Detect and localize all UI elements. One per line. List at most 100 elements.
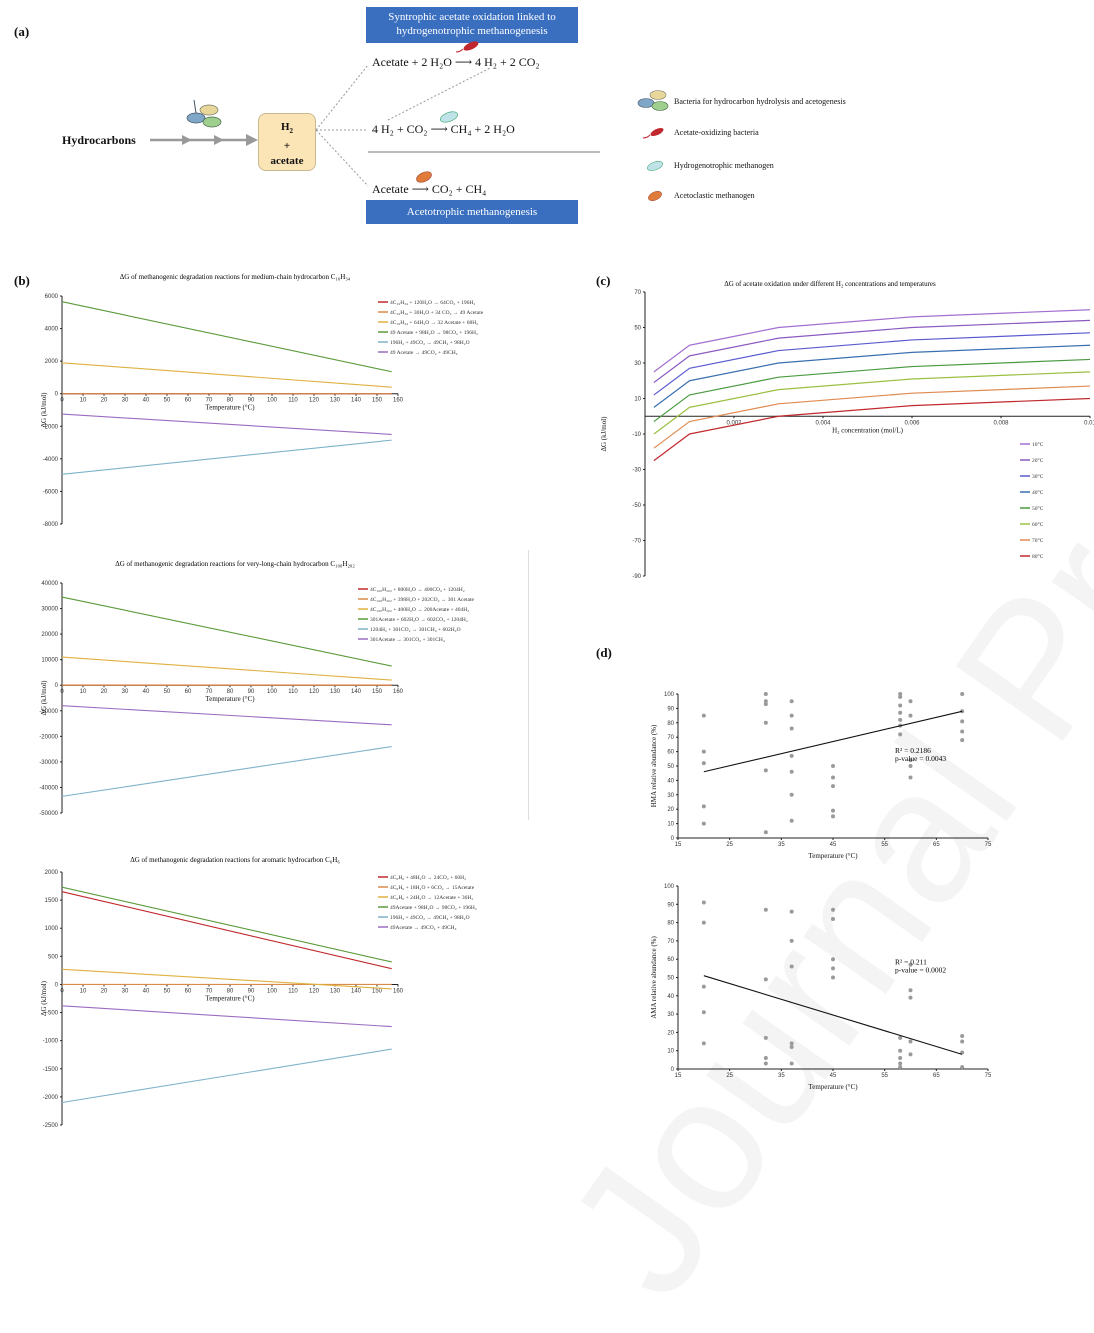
- legend-label: 49Acetate → 49CO₂ + 49CH₄: [390, 925, 457, 931]
- y-tick-label: 0: [671, 836, 675, 842]
- series-line: [61, 705, 392, 726]
- x-tick-label: 40: [143, 988, 150, 994]
- x-tick-label: 0.004: [815, 420, 831, 426]
- y-tick-label: -4000: [43, 457, 59, 463]
- series-line: [61, 413, 392, 435]
- series-line: [61, 596, 392, 667]
- y-tick-label: 10: [634, 397, 641, 403]
- x-tick-label: 150: [372, 689, 383, 695]
- series-line: [61, 301, 392, 373]
- series-line: [653, 358, 1091, 423]
- data-point: [898, 1065, 903, 1070]
- y-tick-label: 80: [667, 721, 674, 727]
- data-point: [831, 966, 835, 971]
- x-tick-label: 30: [122, 988, 129, 994]
- y-tick-label: 0: [55, 683, 59, 689]
- dashed-connectors: [315, 64, 600, 187]
- x-tick-label: 0.008: [993, 420, 1009, 426]
- y-tick-label: 4000: [45, 327, 59, 333]
- y-tick-label: 1000: [45, 926, 59, 932]
- x-tick-label: 20: [101, 689, 108, 695]
- chart-title: ΔG of methanogenic degradation reactions…: [120, 273, 351, 281]
- pathway-arrows: [150, 134, 258, 146]
- x-tick-label: 160: [393, 988, 404, 994]
- legend-item: Acetate-oxidizing bacteria: [636, 119, 936, 153]
- x-tick-label: 65: [933, 842, 940, 848]
- legend-label: 196H₂ + 49CO₂ → 49CH₄ + 98H₂O: [390, 340, 470, 346]
- data-point: [701, 761, 706, 766]
- x-tick-label: 25: [726, 1073, 733, 1079]
- legend-label: 70°C: [1032, 537, 1044, 544]
- y-tick-label: 100: [664, 692, 675, 698]
- x-tick-label: 55: [881, 1073, 888, 1079]
- x-tick-label: 15: [675, 1073, 682, 1079]
- bacteria-cluster-icon: [637, 90, 669, 111]
- legend-label: 4C₆H₆ + 48H₂O → 24CO₂ + 60H₂: [390, 875, 466, 881]
- data-point: [831, 775, 835, 780]
- data-point: [960, 1034, 965, 1039]
- y-tick-label: 30: [634, 361, 641, 367]
- y-axis-label: HMA relative abundance (%): [650, 724, 658, 807]
- y-tick-label: 1500: [45, 898, 59, 904]
- data-point: [831, 814, 835, 819]
- panel-c-label: (c): [596, 273, 611, 288]
- data-point: [763, 768, 768, 773]
- panel-divider: [528, 550, 529, 820]
- y-tick-label: 40: [667, 994, 674, 1000]
- x-tick-label: 0: [60, 398, 64, 404]
- legend-label: 4C₁₆H₃₄ + 120H₂O → 64CO₂ + 196H₂: [390, 300, 475, 306]
- x-tick-label: 30: [122, 398, 129, 404]
- data-point: [908, 962, 913, 967]
- series-line: [653, 397, 1091, 462]
- data-point: [898, 694, 903, 699]
- legend-label: 4C₁₆H₃₄ + 30H₂O + 34 CO₂ → 49 Acetate: [390, 310, 484, 316]
- data-point: [763, 720, 768, 725]
- y-tick-label: 50: [667, 764, 674, 770]
- y-tick-label: -30000: [39, 760, 58, 766]
- blue-methanogen-icon: [440, 111, 458, 123]
- data-point: [701, 900, 706, 905]
- annotation-text: R² = 0.211: [895, 958, 927, 967]
- h2-acetate-box: H2 + acetate: [258, 113, 316, 171]
- data-point: [789, 1061, 794, 1066]
- y-tick-label: -50: [632, 503, 641, 509]
- data-point: [789, 964, 794, 969]
- y-tick-label: -2000: [43, 424, 59, 430]
- data-point: [898, 710, 903, 715]
- legend-label: 4C₁₀₀H₂₀₂ + 400H₂O → 200Acetate + 404H₂: [370, 607, 469, 613]
- legend-label: 4C₁₀₀H₂₀₂ + 398H₂O + 202CO₂ → 301 Acetat…: [370, 597, 474, 603]
- legend-label: 60°C: [1032, 521, 1044, 528]
- legend-item: Bacteria for hydrocarbon hydrolysis and …: [636, 85, 936, 119]
- y-tick-label: 10: [667, 1049, 674, 1055]
- legend-label: 4C₁₀₀H₂₀₂ + 800H₂O → 400CO₂ + 1204H₂: [370, 587, 465, 593]
- x-tick-label: 70: [206, 689, 213, 695]
- legend-label: 30°C: [1032, 473, 1044, 480]
- y-tick-label: 0: [55, 392, 59, 398]
- legend-text: Bacteria for hydrocarbon hydrolysis and …: [674, 97, 846, 106]
- x-tick-label: 15: [675, 842, 682, 848]
- data-point: [898, 692, 903, 696]
- y-tick-label: 10000: [41, 658, 58, 664]
- trend-line: [703, 975, 963, 1055]
- data-point: [701, 713, 706, 718]
- y-tick-label: -6000: [43, 489, 59, 495]
- y-tick-label: 2000: [45, 870, 59, 876]
- orange-methanogen-icon: [648, 191, 662, 201]
- y-tick-label: 10: [667, 822, 674, 828]
- x-tick-label: 65: [933, 1073, 940, 1079]
- acetotrophic-title-box: Acetotrophic methanogenesis: [366, 200, 578, 224]
- series-line: [653, 309, 1091, 373]
- data-point: [831, 907, 835, 912]
- x-axis-label: Temperature (°C): [205, 695, 255, 703]
- data-point: [763, 1035, 768, 1040]
- chart-d2: 0 10 20 30 40 50 60 70 80 90 100 15 25 35 45 55 65 75 Temp…: [618, 878, 1038, 1098]
- data-point: [960, 1065, 965, 1070]
- h2-subscript: 2: [289, 127, 294, 136]
- y-axis-label: AMA relative abundance (%): [650, 936, 658, 1019]
- legend-label: 40°C: [1032, 489, 1044, 496]
- chart-title: ΔG of methanogenic degradation reactions…: [115, 560, 355, 568]
- y-tick-label: -2000: [43, 1095, 59, 1101]
- series-line: [61, 886, 392, 963]
- data-point: [789, 938, 794, 943]
- x-tick-label: 140: [351, 398, 362, 404]
